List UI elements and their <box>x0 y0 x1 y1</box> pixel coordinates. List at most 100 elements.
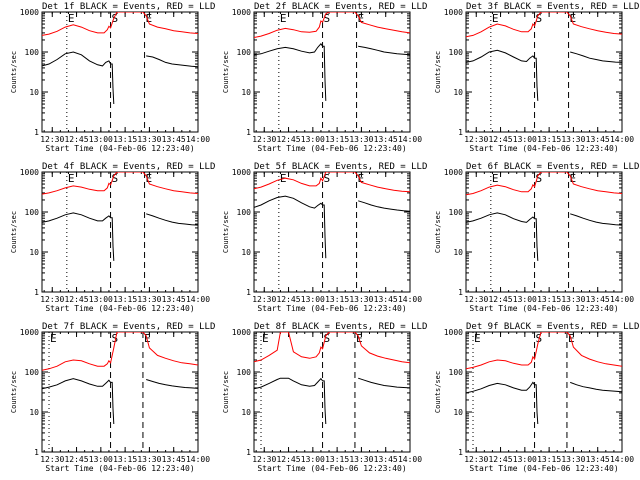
x-tick-label: 12:45 <box>276 455 300 464</box>
lld-series-line <box>254 172 410 193</box>
y-tick-label: 1000 <box>444 328 463 337</box>
events-series-line <box>466 381 539 425</box>
events-series-line <box>466 212 539 261</box>
panel-title: Det 4f BLACK = Events, RED = LLD <box>42 162 215 172</box>
y-axis-label: Counts/sec <box>10 211 18 253</box>
x-axis-label: Start Time (04-Feb-06 12:23:40) <box>257 304 406 313</box>
x-axis-label: Start Time (04-Feb-06 12:23:40) <box>45 464 194 473</box>
x-tick-label: 13:00 <box>89 295 113 304</box>
time-marker-label: E <box>474 332 481 345</box>
x-tick-label: 14:00 <box>398 455 422 464</box>
y-tick-label: 10 <box>241 88 251 97</box>
x-tick-label: 13:30 <box>349 455 373 464</box>
time-marker-label: E <box>570 12 577 25</box>
events-series-line <box>42 378 115 425</box>
x-tick-label: 12:30 <box>464 295 488 304</box>
x-tick-label: 14:00 <box>186 455 210 464</box>
marker-group <box>48 332 144 452</box>
y-tick-label: 1000 <box>20 8 39 17</box>
y-tick-label: 10 <box>241 248 251 257</box>
lld-series-line <box>42 172 198 195</box>
x-tick-label: 13:00 <box>513 295 537 304</box>
y-tick-label: 1000 <box>444 168 463 177</box>
events-series-line <box>146 213 198 226</box>
x-tick-label: 12:30 <box>40 135 64 144</box>
marker-group <box>472 332 568 452</box>
marker-group <box>278 12 358 132</box>
y-tick-label: 1000 <box>444 8 463 17</box>
y-tick-label: 100 <box>237 48 252 57</box>
x-tick-label: 12:30 <box>252 455 276 464</box>
x-tick-label: 12:45 <box>276 295 300 304</box>
x-tick-label: 13:15 <box>325 295 349 304</box>
marker-group <box>66 172 146 292</box>
x-tick-label: 13:15 <box>537 135 561 144</box>
time-marker-label: E <box>358 172 365 185</box>
x-tick-label: 13:30 <box>561 135 585 144</box>
time-marker-label: E <box>358 12 365 25</box>
panel-6: Det 6f BLACK = Events, RED = LLD 1 10 100 10… <box>434 162 639 313</box>
x-tick-label: 12:30 <box>464 135 488 144</box>
plot-frame <box>253 171 411 293</box>
y-tick-label: 1000 <box>20 168 39 177</box>
events-series-line <box>146 379 198 389</box>
x-tick-label: 13:00 <box>89 455 113 464</box>
x-tick-label: 13:00 <box>89 135 113 144</box>
marker-group <box>66 12 146 132</box>
plot-frame <box>41 171 199 293</box>
marker-group <box>278 172 358 292</box>
y-tick-label: 1000 <box>232 8 251 17</box>
y-tick-label: 10 <box>453 408 463 417</box>
panel-title: Det 6f BLACK = Events, RED = LLD <box>466 162 639 172</box>
series-group <box>254 12 410 101</box>
panel-1: Det 1f BLACK = Events, RED = LLD 1 10 100 10… <box>10 2 215 153</box>
y-axis-label: Counts/sec <box>222 51 230 93</box>
x-tick-label: 13:15 <box>537 295 561 304</box>
plot-frame <box>41 11 199 133</box>
y-tick-label: 1 <box>458 128 463 137</box>
x-tick-label: 13:30 <box>137 295 161 304</box>
y-tick-label: 10 <box>29 248 39 257</box>
panel-7: Det 7f BLACK = Events, RED = LLD 1 10 100 10… <box>10 322 215 473</box>
plot-frame <box>465 331 623 453</box>
panel-9: Det 9f BLACK = Events, RED = LLD 1 10 100 10… <box>434 322 639 473</box>
x-tick-label: 13:30 <box>349 295 373 304</box>
time-marker-label: E <box>492 12 499 25</box>
x-axis-label: Start Time (04-Feb-06 12:23:40) <box>257 464 406 473</box>
events-series-line <box>358 200 410 212</box>
x-tick-label: 12:30 <box>40 295 64 304</box>
x-tick-label: 13:00 <box>301 135 325 144</box>
x-tick-label: 14:00 <box>186 295 210 304</box>
x-tick-label: 13:15 <box>325 455 349 464</box>
x-tick-label: 13:45 <box>374 455 398 464</box>
x-tick-label: 13:30 <box>561 295 585 304</box>
y-tick-label: 100 <box>449 368 464 377</box>
events-series-line <box>570 51 622 63</box>
x-tick-label: 12:45 <box>64 455 88 464</box>
x-tick-label: 13:45 <box>374 295 398 304</box>
x-tick-label: 14:00 <box>398 135 422 144</box>
x-tick-label: 13:45 <box>162 135 186 144</box>
events-series-line <box>358 377 410 389</box>
panel-title: Det 9f BLACK = Events, RED = LLD <box>466 322 639 332</box>
x-axis-label: Start Time (04-Feb-06 12:23:40) <box>45 304 194 313</box>
y-tick-label: 100 <box>25 208 40 217</box>
panel-title: Det 1f BLACK = Events, RED = LLD <box>42 2 215 12</box>
events-series-line <box>466 49 539 101</box>
series-group <box>466 172 622 261</box>
x-tick-label: 14:00 <box>398 295 422 304</box>
plot-frame <box>465 11 623 133</box>
x-tick-label: 13:15 <box>113 455 137 464</box>
events-series-line <box>570 213 622 226</box>
time-marker-label: S <box>112 12 119 25</box>
time-marker-label: E <box>280 12 287 25</box>
events-series-line <box>570 381 622 393</box>
x-tick-label: 13:15 <box>113 135 137 144</box>
x-tick-label: 13:00 <box>513 455 537 464</box>
panel-4: Det 4f BLACK = Events, RED = LLD 1 10 100 10… <box>10 162 215 313</box>
time-marker-label: E <box>146 172 153 185</box>
y-tick-label: 1 <box>34 128 39 137</box>
x-tick-label: 14:00 <box>610 135 634 144</box>
x-tick-label: 13:30 <box>137 135 161 144</box>
